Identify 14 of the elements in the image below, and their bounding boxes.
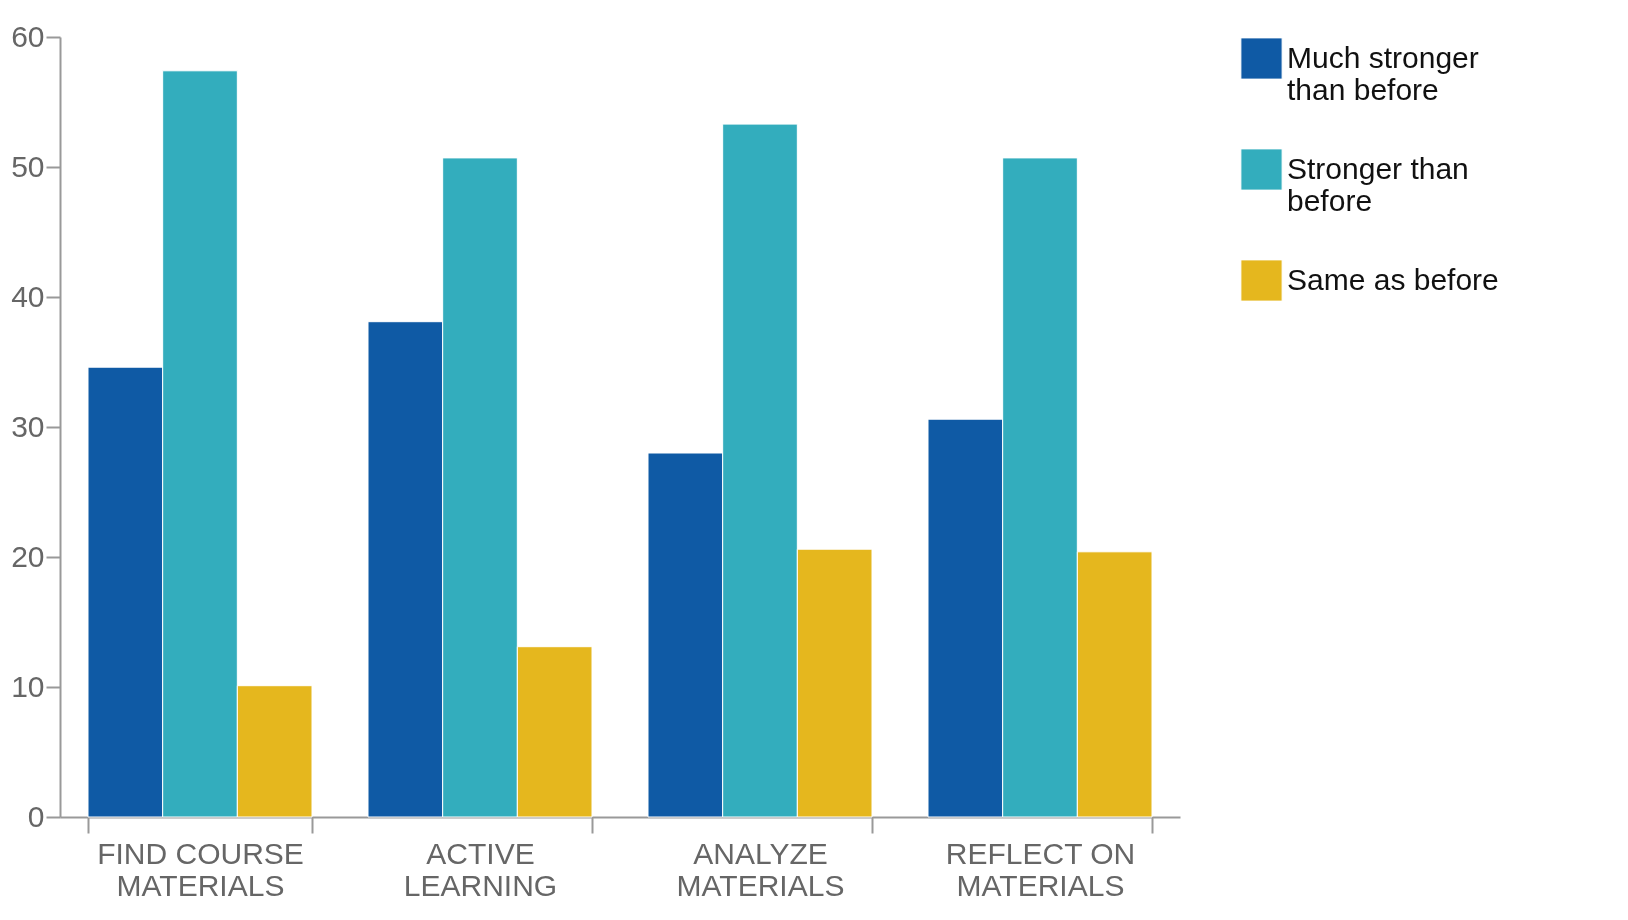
x-tick-label: ACTIVE LEARNING bbox=[403, 836, 558, 902]
x-tick-label: FIND COURSE MATERIALS bbox=[97, 836, 304, 902]
x-tick-label: REFLECT ON MATERIALS bbox=[945, 836, 1136, 902]
y-tick-label: 10 bbox=[11, 669, 45, 703]
legend-label: Much stronger than before bbox=[1287, 40, 1479, 106]
legend-label: Stronger than before bbox=[1287, 151, 1469, 217]
y-tick-label: 40 bbox=[11, 279, 45, 313]
y-tick-label: 50 bbox=[11, 149, 45, 183]
y-tick-label: 60 bbox=[11, 19, 45, 53]
x-tick-label: ANALYZE MATERIALS bbox=[676, 836, 845, 902]
y-tick-label: 20 bbox=[11, 539, 45, 573]
legend-label: Same as before bbox=[1287, 262, 1499, 296]
y-tick-label: 30 bbox=[11, 409, 45, 443]
y-tick-label: 0 bbox=[27, 799, 45, 833]
